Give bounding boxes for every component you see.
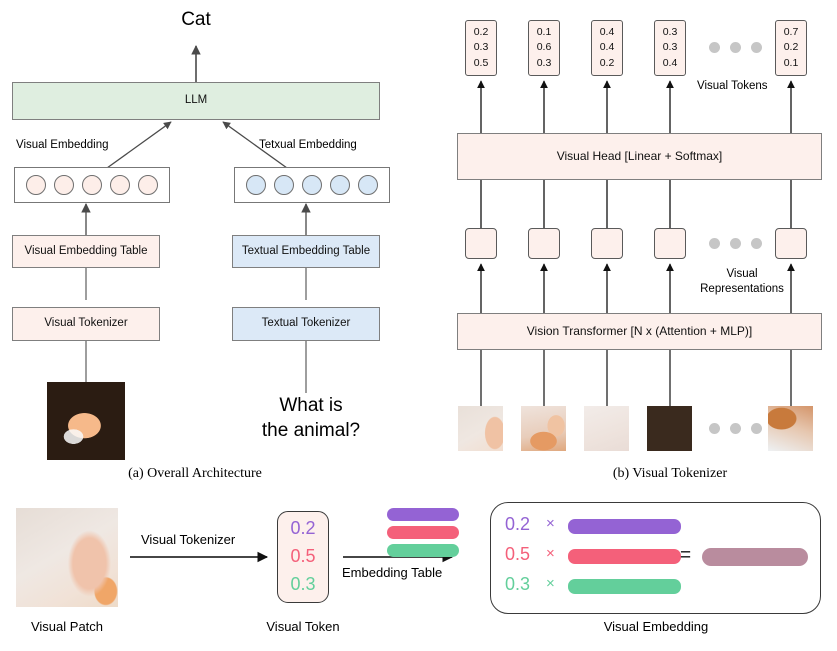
visual-embedding-table-block: Visual Embedding Table: [12, 235, 160, 268]
token-value: 0.3: [536, 56, 552, 69]
image-patch: [647, 406, 692, 451]
ellipsis-dot: [730, 42, 741, 53]
textual-embedding-slot: [246, 175, 266, 195]
panel-a-caption: (a) Overall Architecture: [128, 466, 262, 481]
textual-tokenizer-block: Textual Tokenizer: [232, 307, 380, 341]
weight-value: 0.3: [505, 574, 531, 594]
textual-tokenizer-label: Textual Tokenizer: [261, 317, 351, 330]
visual-patch-label: Visual Patch: [30, 619, 104, 634]
visual-token-value: 0.3: [290, 574, 316, 594]
ellipsis-dot: [751, 423, 762, 434]
embedding-table-bar: [387, 508, 459, 521]
textual-embedding-slot: [358, 175, 378, 195]
result-embedding-bar: [702, 548, 808, 566]
token-value: 0.2: [473, 26, 489, 39]
visual-token-box: 0.3 0.3 0.4: [654, 20, 686, 76]
visual-token-box: 0.2 0.3 0.5: [465, 20, 497, 76]
visual-representation-box: [528, 228, 560, 259]
llm-output-text: Cat: [181, 9, 211, 30]
token-value: 0.5: [473, 56, 489, 69]
question-text: What is the animal?: [261, 395, 361, 441]
token-value: 0.3: [662, 26, 678, 39]
token-value: 0.3: [662, 41, 678, 54]
visual-tokenizer-block: Visual Tokenizer: [12, 307, 160, 341]
token-value: 0.7: [783, 26, 799, 39]
token-value: 0.6: [536, 41, 552, 54]
token-value: 0.3: [473, 41, 489, 54]
visual-representation-box: [775, 228, 807, 259]
visual-embedding-label: Visual Embedding: [16, 139, 109, 151]
token-value: 0.4: [599, 26, 615, 39]
image-patch: [458, 406, 503, 451]
ellipsis-dot: [709, 238, 720, 249]
multiply-symbol: ×: [546, 575, 555, 592]
visual-token-card: [277, 511, 329, 603]
vision-transformer-label: Vision Transformer [N x (Attention + MLP…: [526, 324, 753, 339]
ellipsis-dot: [751, 42, 762, 53]
visual-embedding-slot: [82, 175, 102, 195]
visual-tokenizer-arrow-label: Visual Tokenizer: [141, 532, 236, 547]
visual-representations-label: Visual Representations: [700, 268, 784, 295]
visual-embedding-result-label: Visual Embedding: [603, 619, 709, 634]
visual-patch-image: [16, 508, 118, 607]
token-value: 0.2: [599, 56, 615, 69]
visual-tokenizer-label: Visual Tokenizer: [44, 317, 128, 330]
textual-embedding-slot: [274, 175, 294, 195]
visual-head-block: Visual Head [Linear + Softmax]: [457, 133, 822, 180]
input-cat-image: [47, 382, 125, 460]
visual-tokens-label: Visual Tokens: [697, 80, 768, 92]
equals-symbol: =: [680, 545, 692, 566]
visual-token-box: 0.1 0.6 0.3: [528, 20, 560, 76]
vision-transformer-block: Vision Transformer [N x (Attention + MLP…: [457, 313, 822, 350]
ellipsis-dot: [730, 423, 741, 434]
textual-embedding-slot: [302, 175, 322, 195]
ellipsis-dot: [730, 238, 741, 249]
visual-token-box: 0.7 0.2 0.1: [775, 20, 807, 76]
textual-embedding-label: Tetxual Embedding: [259, 139, 357, 151]
textual-embedding-slot: [330, 175, 350, 195]
embedding-vector-bar: [568, 549, 681, 564]
multiply-symbol: ×: [546, 545, 555, 562]
textual-embedding-table-block: Textual Embedding Table: [232, 235, 380, 268]
image-patch: [521, 406, 566, 451]
token-value: 0.1: [783, 56, 799, 69]
llm-label: LLM: [184, 94, 208, 107]
weight-value: 0.5: [505, 544, 531, 564]
token-value: 0.4: [599, 41, 615, 54]
embedding-vector-bar: [568, 519, 681, 534]
token-value: 0.1: [536, 26, 552, 39]
visual-embedding-table-label: Visual Embedding Table: [24, 244, 148, 257]
embedding-vector-bar: [568, 579, 681, 594]
visual-embedding-slot: [110, 175, 130, 195]
visual-representation-box: [591, 228, 623, 259]
image-patch: [584, 406, 629, 451]
visual-representation-box: [465, 228, 497, 259]
embedding-table-bar: [387, 544, 459, 557]
token-value: 0.4: [662, 56, 678, 69]
embedding-table-arrow-label: Embedding Table: [342, 565, 443, 580]
visual-embedding-slot: [138, 175, 158, 195]
multiply-symbol: ×: [546, 515, 555, 532]
image-patch: [768, 406, 813, 451]
embedding-table-bar: [387, 526, 459, 539]
textual-embedding-table-label: Textual Embedding Table: [241, 244, 371, 257]
ellipsis-dot: [709, 423, 720, 434]
panel-b-caption: (b) Visual Tokenizer: [612, 466, 728, 481]
visual-embedding-slot: [54, 175, 74, 195]
visual-token-value: 0.5: [290, 546, 316, 566]
ellipsis-dot: [709, 42, 720, 53]
token-value: 0.2: [783, 41, 799, 54]
visual-token-value: 0.2: [290, 518, 316, 538]
weight-value: 0.2: [505, 514, 531, 534]
llm-block: LLM: [12, 82, 380, 120]
visual-representation-box: [654, 228, 686, 259]
ellipsis-dot: [751, 238, 762, 249]
visual-token-label: Visual Token: [266, 619, 340, 634]
visual-embedding-slot: [26, 175, 46, 195]
visual-token-box: 0.4 0.4 0.2: [591, 20, 623, 76]
visual-head-label: Visual Head [Linear + Softmax]: [556, 149, 723, 164]
